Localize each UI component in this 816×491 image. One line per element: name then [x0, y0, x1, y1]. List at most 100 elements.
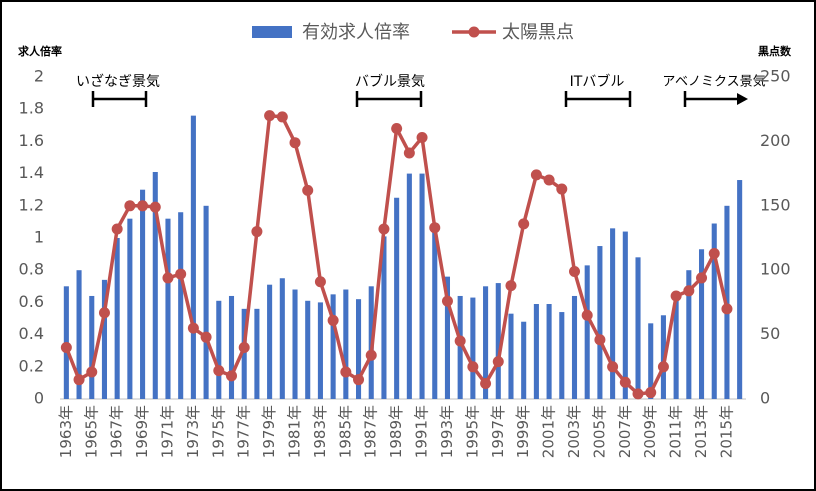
point: [187, 322, 199, 334]
y-tick-label: 1.6: [19, 131, 44, 150]
bar: [190, 115, 196, 399]
point: [73, 374, 85, 386]
point: [492, 356, 504, 368]
y2-tick-label: 0: [760, 389, 770, 408]
y-tick-label: 2: [34, 67, 44, 86]
bar: [457, 295, 463, 399]
point: [149, 201, 161, 213]
bar: [127, 218, 133, 399]
bar: [521, 321, 527, 399]
point: [581, 309, 593, 321]
bar: [584, 265, 590, 399]
point: [556, 183, 568, 195]
x-tick-label: 1965年: [82, 405, 100, 458]
bar: [737, 180, 743, 399]
legend-label: 有効求人倍率: [302, 22, 410, 43]
x-tick-label: 1967年: [108, 405, 126, 458]
bar: [254, 308, 260, 399]
y-tick-label: 1.2: [19, 195, 44, 214]
point: [530, 169, 542, 181]
bar: [216, 300, 222, 399]
point: [645, 387, 657, 399]
x-tick-label: 1975年: [209, 405, 227, 458]
point: [441, 295, 453, 307]
point: [543, 174, 555, 186]
annotations: いざなぎ景気 バブル景気 ITバブル アベノミクス景気: [76, 73, 766, 107]
y2-tick-label: 200: [760, 131, 791, 150]
x-tick-label: 1987年: [362, 405, 380, 458]
point: [619, 376, 631, 388]
bracket: [355, 91, 423, 107]
bar: [597, 246, 603, 399]
x-tick-label: 1997年: [489, 405, 507, 458]
point: [98, 307, 110, 319]
point: [340, 366, 352, 378]
bar: [673, 294, 679, 399]
point: [403, 147, 415, 159]
bar: [140, 189, 146, 399]
bar: [444, 276, 451, 399]
x-tick-label: 1989年: [387, 405, 405, 458]
point: [657, 361, 669, 373]
point: [454, 335, 466, 347]
point: [137, 200, 149, 212]
x-tick-label: 1969年: [133, 405, 151, 458]
legend-label: 太陽黒点: [502, 22, 574, 43]
bar: [635, 257, 641, 399]
bar: [292, 289, 298, 399]
point: [86, 366, 98, 378]
y-tick-label: 0.4: [19, 324, 44, 343]
point: [696, 272, 708, 284]
point: [632, 388, 644, 400]
bar: [698, 249, 705, 399]
y2-axis-label: 黒点数: [758, 44, 792, 58]
bar: [267, 284, 273, 399]
point: [111, 223, 123, 235]
bar: [711, 223, 717, 399]
point: [264, 110, 276, 122]
bar: [381, 236, 387, 399]
bar: [178, 212, 184, 399]
x-tick-label: 1981年: [286, 405, 304, 458]
point: [175, 268, 187, 280]
point: [505, 280, 517, 292]
point: [289, 137, 301, 149]
point: [327, 314, 339, 326]
y2-tick-label: 250: [760, 67, 791, 86]
annotation: ITバブル: [570, 73, 625, 90]
x-tick-label: 1993年: [438, 405, 456, 458]
annotation: アベノミクス景気: [662, 74, 765, 90]
x-tick-label: 1977年: [235, 405, 253, 458]
bar: [610, 228, 616, 399]
bar: [228, 295, 235, 399]
bar: [203, 205, 209, 399]
point: [302, 184, 314, 196]
x-tick-label: 2013年: [692, 405, 710, 458]
arrow-head: [737, 93, 748, 105]
y-tick-label: 0: [34, 389, 44, 408]
x-tick-label: 2015年: [717, 405, 735, 458]
point: [429, 222, 441, 234]
bar: [76, 270, 82, 399]
point: [416, 132, 428, 144]
point: [569, 265, 580, 277]
annotation: いざなぎ景気: [76, 73, 160, 90]
bar: [648, 323, 654, 399]
point: [353, 374, 365, 386]
x-tick-label: 1991年: [413, 405, 431, 458]
x-tick-label: 2005年: [590, 405, 608, 458]
y2-tick-label: 150: [760, 195, 791, 214]
y-tick-label: 1: [34, 228, 44, 247]
bar: [559, 312, 565, 399]
point: [721, 303, 733, 315]
bar: [622, 231, 628, 399]
point: [365, 349, 377, 361]
x-tick-label: 1979年: [260, 405, 278, 458]
x-tick-label: 1983年: [311, 405, 329, 458]
legend-swatch: [252, 26, 292, 38]
bar: [533, 304, 539, 399]
point: [276, 111, 288, 123]
x-tick-label: 2007年: [616, 405, 634, 458]
point: [162, 272, 174, 284]
